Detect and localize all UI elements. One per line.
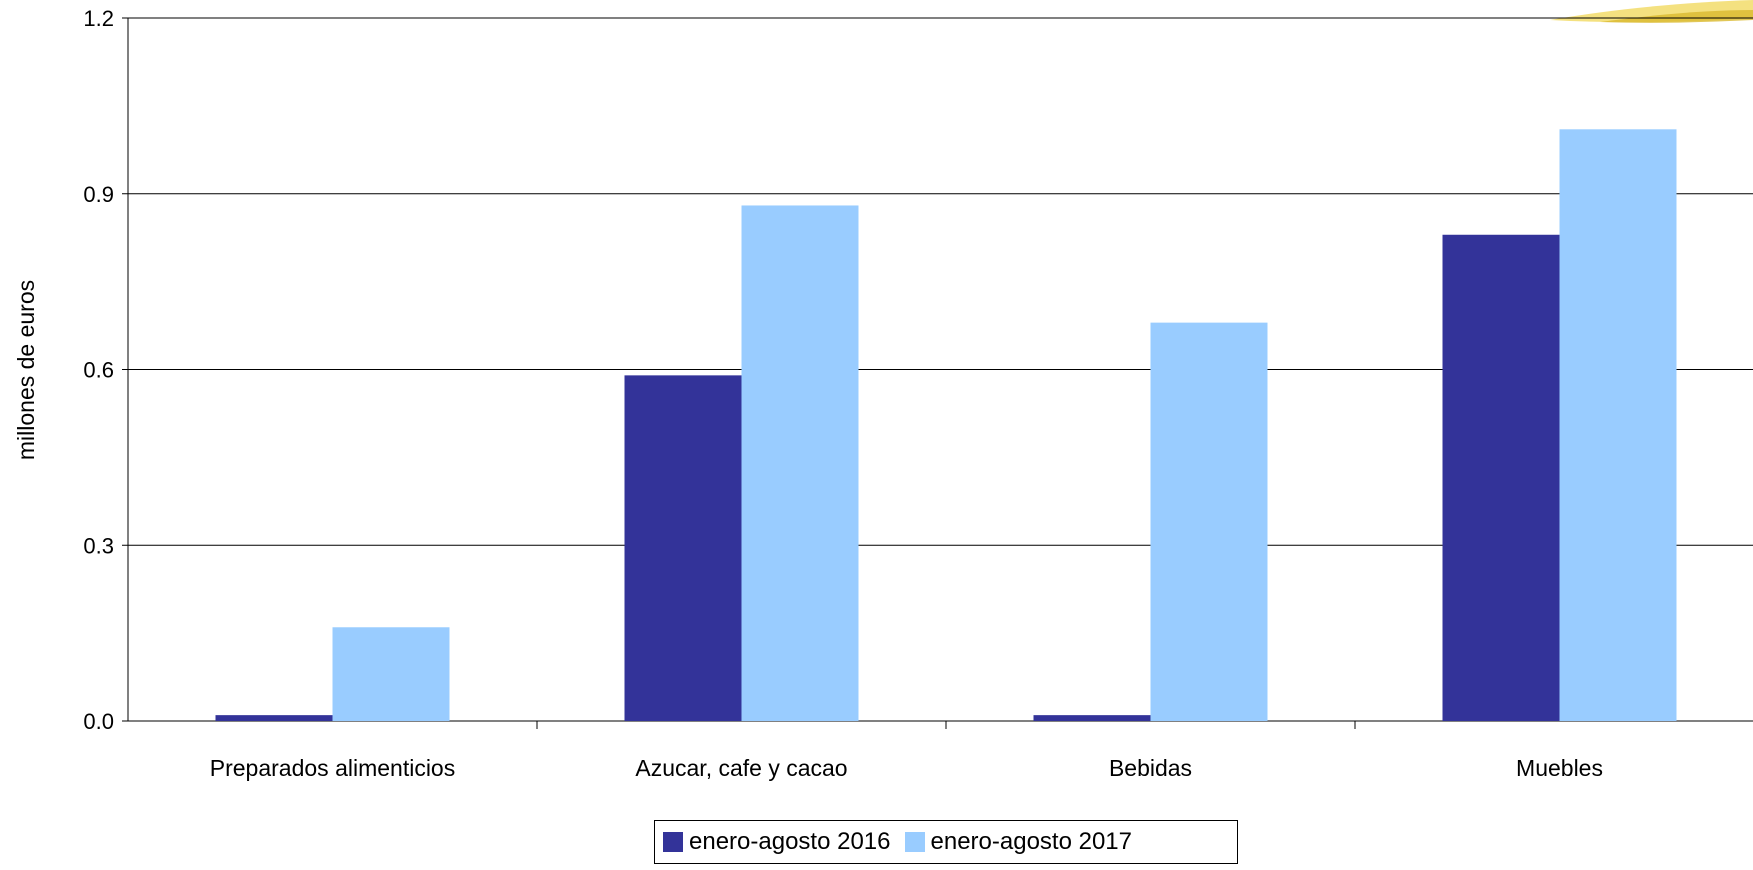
y-tick-label: 0.6 [83, 358, 114, 383]
x-category-labels: Preparados alimenticios Azucar, cafe y ca… [210, 755, 1603, 781]
bar-2016 [215, 715, 333, 721]
bar-2016 [624, 375, 742, 721]
bar-2016 [1442, 234, 1560, 721]
legend: enero-agosto 2016 enero-agosto 2017 [654, 820, 1238, 864]
y-axis-label: millones de euros [13, 280, 39, 460]
x-category-label: Preparados alimenticios [210, 755, 455, 781]
legend-label-2016: enero-agosto 2016 [689, 828, 891, 855]
y-tick-label: 0.9 [83, 182, 114, 207]
bars [215, 129, 1677, 721]
legend-item-2017: enero-agosto 2017 [904, 828, 1133, 856]
bar-2017 [741, 205, 859, 721]
legend-swatch-2017 [904, 832, 925, 852]
y-tick-label: 0.0 [83, 709, 114, 734]
x-category-label: Bebidas [1109, 755, 1192, 781]
bar-2016 [1033, 715, 1151, 721]
bar-2017 [1150, 322, 1268, 721]
y-tick-labels: 0.0 0.3 0.6 0.9 1.2 [83, 6, 114, 734]
y-tick-label: 1.2 [83, 6, 114, 31]
legend-item-2016: enero-agosto 2016 [663, 828, 891, 856]
bar-2017 [1559, 129, 1677, 721]
x-category-label: Muebles [1516, 755, 1603, 781]
legend-label-2017: enero-agosto 2017 [930, 828, 1133, 855]
x-category-label: Azucar, cafe y cacao [635, 755, 847, 781]
bar-2017 [332, 627, 450, 721]
y-tick-label: 0.3 [83, 533, 114, 558]
corner-decoration-graphic [1550, 0, 1753, 23]
legend-swatch-2016 [663, 832, 683, 852]
